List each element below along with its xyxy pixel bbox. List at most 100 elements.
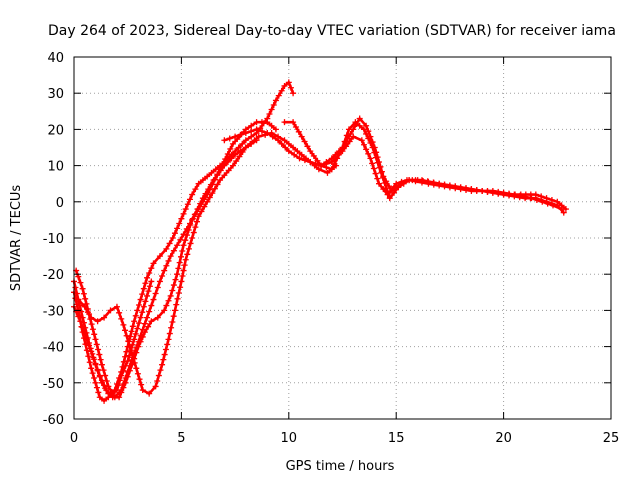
- sample-marker: [135, 301, 142, 308]
- data-point: [298, 151, 305, 158]
- sample-marker: [173, 301, 180, 308]
- sample-marker: [179, 248, 186, 255]
- data-point: [152, 383, 159, 390]
- sample-marker: [533, 196, 540, 203]
- data-point: [446, 184, 453, 191]
- sample-marker: [374, 159, 381, 166]
- data-point: [425, 180, 432, 187]
- data-point: [148, 318, 155, 325]
- sample-marker: [175, 290, 182, 297]
- sample-marker: [178, 215, 185, 222]
- sample-marker: [165, 257, 172, 264]
- data-point: [178, 278, 185, 285]
- sample-marker: [522, 193, 529, 200]
- sample-marker: [517, 192, 524, 199]
- data-point: [528, 195, 535, 202]
- data-point: [182, 206, 189, 213]
- sample-marker: [118, 315, 125, 322]
- sample-marker: [323, 158, 330, 165]
- data-point: [165, 336, 172, 343]
- data-point: [180, 242, 187, 249]
- data-point: [111, 387, 118, 394]
- sample-marker: [187, 221, 194, 228]
- data-point: [229, 140, 236, 147]
- sample-marker: [152, 290, 159, 297]
- sample-marker: [83, 300, 90, 307]
- data-point: [232, 133, 239, 140]
- series-track-4: [73, 119, 279, 401]
- sample-marker: [331, 160, 338, 167]
- data-point: [285, 148, 292, 155]
- data-point: [369, 144, 376, 151]
- data-point: [189, 191, 196, 198]
- sample-marker: [332, 151, 339, 158]
- sample-marker: [360, 141, 367, 148]
- sample-marker: [89, 326, 96, 333]
- data-point: [176, 220, 183, 227]
- series-line: [223, 128, 565, 214]
- sample-marker: [304, 143, 311, 150]
- sample-marker: [136, 376, 143, 383]
- sample-marker: [268, 122, 275, 129]
- data-point: [255, 133, 262, 140]
- sample-marker: [166, 240, 173, 247]
- sample-marker: [538, 193, 545, 200]
- sample-marker: [301, 157, 308, 164]
- sample-marker: [301, 138, 308, 145]
- sample-marker: [190, 229, 197, 236]
- series-track-8: [281, 119, 565, 213]
- sample-marker: [87, 316, 94, 323]
- sample-marker: [441, 183, 448, 190]
- sample-marker: [222, 156, 229, 163]
- sample-marker: [163, 302, 170, 309]
- data-point: [406, 177, 413, 184]
- data-point: [137, 314, 144, 321]
- y-tick-label: 20: [47, 123, 64, 138]
- sample-marker: [93, 384, 100, 391]
- sample-marker: [248, 140, 255, 147]
- sample-marker: [226, 135, 233, 142]
- data-point: [264, 119, 271, 126]
- sample-marker: [155, 372, 162, 379]
- data-point: [376, 180, 383, 187]
- data-point: [118, 368, 125, 375]
- sample-marker: [164, 341, 171, 348]
- data-point: [554, 198, 561, 205]
- sample-marker: [224, 158, 231, 165]
- sample-marker: [184, 251, 191, 258]
- sample-marker: [177, 253, 184, 260]
- sample-marker: [82, 295, 89, 302]
- data-point: [339, 144, 346, 151]
- sample-marker: [159, 273, 166, 280]
- y-tick-label: -30: [43, 304, 64, 319]
- data-point: [101, 397, 108, 404]
- sample-marker: [380, 186, 387, 193]
- data-point: [386, 195, 393, 202]
- data-point: [146, 390, 153, 397]
- sample-marker: [122, 327, 129, 334]
- sample-marker: [139, 291, 146, 298]
- data-point: [356, 115, 363, 122]
- sample-marker: [258, 119, 265, 126]
- data-point: [468, 187, 475, 194]
- y-tick-label: 10: [47, 160, 64, 175]
- sample-marker: [314, 157, 321, 164]
- data-point: [272, 126, 279, 133]
- data-point: [144, 314, 151, 321]
- data-point: [88, 365, 95, 372]
- data-point: [167, 292, 174, 299]
- data-point: [156, 253, 163, 260]
- y-tick-label: 0: [56, 196, 64, 211]
- data-series: [71, 79, 569, 404]
- sample-marker: [88, 321, 95, 328]
- sample-marker: [125, 338, 132, 345]
- sample-marker: [116, 309, 123, 316]
- sample-marker: [285, 140, 292, 147]
- data-point: [139, 387, 146, 394]
- sample-marker: [479, 187, 486, 194]
- sample-marker: [154, 284, 161, 291]
- data-point: [92, 336, 99, 343]
- data-point: [124, 358, 131, 365]
- sample-marker: [225, 167, 232, 174]
- sample-marker: [278, 140, 285, 147]
